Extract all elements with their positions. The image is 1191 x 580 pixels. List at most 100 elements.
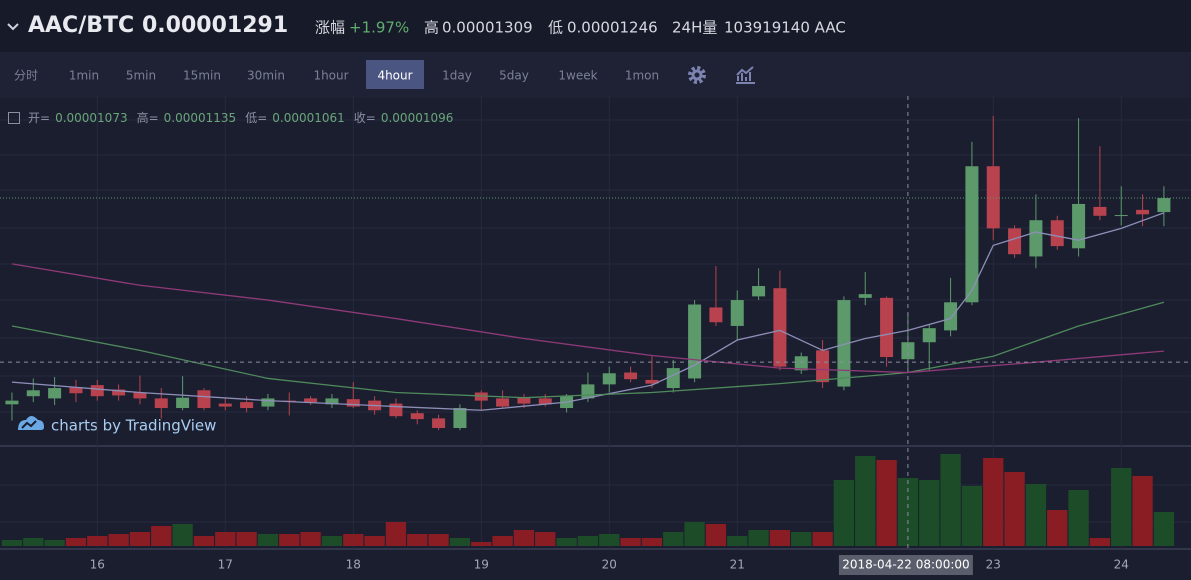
x-tick-label: 23 [986, 558, 1001, 572]
candle-body [1072, 203, 1086, 249]
x-tick-label: 21 [730, 558, 745, 572]
volume-bar [684, 522, 705, 546]
candle-body [1029, 220, 1043, 257]
moving-average-line [11, 212, 1165, 411]
volume-bar [193, 536, 215, 546]
volume-bar [1089, 538, 1111, 546]
x-tick-label: 18 [346, 558, 361, 572]
watermark: charts by TradingView [51, 417, 216, 435]
candle-body [816, 350, 830, 383]
volume-bar [385, 522, 407, 546]
volume-bar [791, 532, 812, 546]
interval-button[interactable]: 分时 [14, 69, 38, 83]
candle-body [1136, 209, 1150, 215]
settings-icon[interactable] [688, 66, 706, 84]
candle-body [197, 390, 211, 409]
crosshair-label: 2018-04-22 08:00:00 [842, 558, 969, 572]
candle-body [432, 418, 446, 428]
candle-body [624, 372, 638, 380]
candle-body [154, 398, 168, 409]
volume-bar [919, 480, 940, 546]
candle-body [922, 328, 936, 343]
volume-bar [940, 454, 961, 546]
volume-bar [535, 532, 556, 546]
candle-body [133, 392, 147, 399]
interval-button[interactable]: 1day [442, 69, 472, 83]
candle-body [218, 403, 232, 407]
volume-bar [1, 540, 23, 546]
volume-bar [1132, 476, 1153, 546]
x-tick-label: 17 [218, 558, 233, 572]
candle-body [901, 342, 915, 360]
candle-body [5, 400, 19, 405]
indicator-icon[interactable] [736, 66, 755, 84]
candle-body [1008, 228, 1022, 255]
moving-average-line [11, 301, 1165, 399]
volume-bar [620, 538, 641, 546]
volume-bar [961, 486, 983, 546]
volume-bar [833, 480, 855, 546]
candle-body [858, 294, 872, 298]
candle-body [965, 166, 979, 303]
interval-button[interactable]: 5min [126, 69, 156, 83]
candle-body [48, 388, 62, 399]
change: +1.97% [349, 19, 409, 37]
volume-bar [279, 534, 300, 546]
candle-body [944, 302, 958, 331]
high-label: 高 [424, 19, 439, 37]
candle-body [880, 297, 894, 358]
volume-bar [321, 536, 343, 546]
interval-button[interactable]: 15min [183, 69, 221, 83]
candle-body [389, 403, 403, 417]
candle-body [794, 356, 808, 371]
interval-button[interactable]: 30min [247, 69, 285, 83]
interval-button[interactable]: 1week [558, 69, 597, 83]
interval-button[interactable]: 5day [499, 69, 529, 83]
toolbar-bg [0, 52, 1191, 98]
volume-bar [599, 534, 620, 546]
volume-bar [983, 458, 1004, 546]
interval-button[interactable]: 4hour [377, 69, 412, 83]
candle-body [69, 387, 83, 394]
volume-bar [1068, 490, 1089, 546]
volume: 103919140 AAC [724, 19, 846, 37]
candle-body [304, 398, 318, 403]
volume-bar [471, 542, 492, 546]
interval-button[interactable]: 1mon [625, 69, 659, 83]
volume-bar [151, 526, 172, 546]
close-value: 0.00001096 [380, 110, 454, 125]
low-value: 0.00001061 [272, 110, 345, 125]
candle-body [261, 398, 275, 407]
volume-bar [556, 538, 577, 546]
candle-body [752, 286, 766, 297]
open-value: 0.00001073 [55, 110, 128, 125]
volume-bar [513, 530, 535, 546]
interval-button[interactable]: 1hour [313, 69, 348, 83]
candle-body [1093, 206, 1107, 216]
volume-bar [23, 538, 44, 546]
x-tick-label: 19 [474, 558, 489, 572]
dropdown-arrow[interactable] [7, 23, 19, 31]
candle-body [410, 413, 424, 420]
candle-body [538, 398, 552, 405]
volume-label: 24H量 [672, 19, 717, 37]
candle-body [240, 402, 254, 409]
candle-body [709, 307, 723, 323]
high-label: 高= [136, 111, 159, 125]
volume-bar [769, 530, 791, 546]
crosshair-label-bg [838, 555, 973, 575]
volume-bar [663, 532, 684, 546]
candle-body [730, 300, 744, 326]
volume-bar [492, 536, 513, 546]
volume-bar [407, 534, 428, 546]
moving-average-line [11, 263, 1164, 374]
legend-toggle[interactable] [8, 111, 20, 124]
interval-button[interactable]: 1min [69, 69, 99, 83]
volume-bar [300, 532, 321, 546]
volume-bar [876, 460, 897, 546]
high-value: 0.00001135 [163, 110, 237, 125]
volume-bar [1004, 472, 1025, 546]
candle-body [1114, 215, 1128, 217]
active-interval-bg [366, 60, 424, 89]
